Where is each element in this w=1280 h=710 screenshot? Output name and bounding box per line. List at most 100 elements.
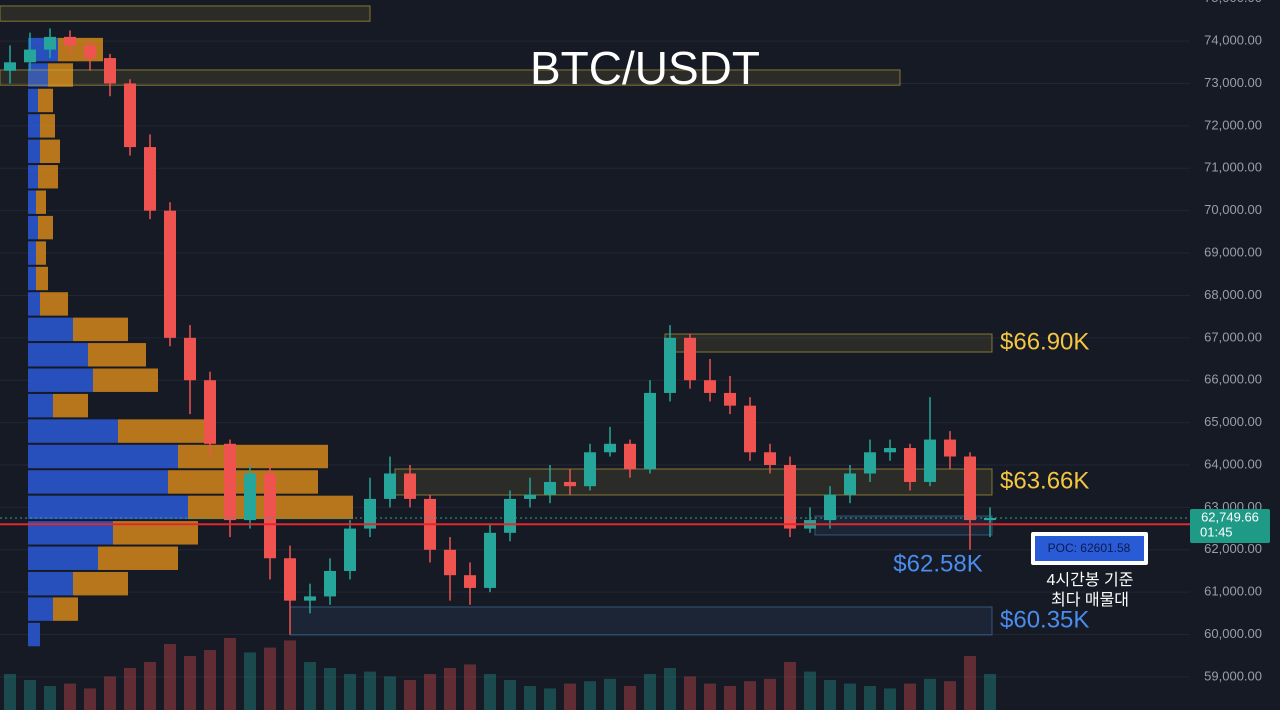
profile-buy [28,190,36,214]
candle-body [84,45,96,59]
candle-body [784,464,796,529]
volume-bar [384,676,396,710]
profile-buy [28,368,93,392]
candle-body [524,494,536,499]
candle-body [984,517,996,521]
profile-buy [28,495,188,520]
candle-body [944,439,956,457]
candle-body [904,448,916,482]
candle-body [884,448,896,453]
volume-bar [164,644,176,710]
volume-bar [924,678,936,710]
volume-bar [564,683,576,710]
profile-sell [93,368,158,392]
candle-body [324,570,336,597]
profile-sell [88,343,146,367]
y-tick-label: 62,000.00 [1204,541,1262,556]
y-tick-label: 68,000.00 [1204,287,1262,302]
candle-body [664,337,676,393]
profile-sell [36,241,46,265]
candle-body [824,494,836,521]
zone [0,69,901,86]
profile-buy [28,266,36,291]
volume-bar [944,681,956,710]
volume-bar [264,647,276,710]
volume-bar [584,681,596,710]
volume-bar [444,668,456,710]
volume-bar [224,638,236,710]
candle-body [144,147,156,211]
candle-body [684,337,696,381]
profile-buy [28,88,38,113]
candle-body [864,452,876,474]
zone-label: $66.90K [1000,328,1089,355]
volume-bar [884,688,896,710]
y-tick-label: 59,000.00 [1204,668,1262,683]
candle-body [364,498,376,529]
candle-body [724,392,736,406]
profile-sell [98,546,178,570]
profile-buy [28,215,38,240]
poc-box-inner [1035,536,1144,561]
y-tick-label: 71,000.00 [1204,160,1262,175]
poc-label: POC: 62601.58 [1048,541,1131,555]
profile-buy [28,571,73,596]
candle-body [464,575,476,588]
profile-sell [73,571,128,596]
profile-sell [113,521,198,545]
zone [0,5,371,22]
volume-bar [144,662,156,710]
volume-bar [304,662,316,710]
volume-bar [904,683,916,710]
y-tick-label: 65,000.00 [1204,414,1262,429]
volume-bar [324,668,336,710]
y-tick-label: 66,000.00 [1204,372,1262,387]
countdown: 01:45 [1200,524,1233,539]
y-tick-label: 72,000.00 [1204,117,1262,132]
profile-buy [28,343,88,367]
volume-bar [184,656,196,710]
volume-bar [644,674,656,710]
volume-bar [664,668,676,710]
candle-body [644,392,656,470]
candle-body [604,443,616,453]
y-tick-label: 64,000.00 [1204,456,1262,471]
profile-sell [40,292,68,316]
volume-bar [824,680,836,710]
candle-body [924,439,936,482]
candle-body [24,49,36,63]
profile-sell [73,317,128,342]
profile-buy [28,114,40,138]
profile-sell [38,215,53,240]
volume-bar [604,678,616,710]
volume-bar [64,683,76,710]
candle-body [744,405,756,453]
candle-body [844,473,856,495]
profile-buy [28,63,48,87]
profile-buy [28,444,178,469]
y-tick-label: 70,000.00 [1204,202,1262,217]
poc-note: 최다 매물대 [1051,591,1129,609]
zone [289,606,993,636]
y-tick-label: 73,000.00 [1204,75,1262,90]
zone [664,333,993,353]
profile-buy [28,317,73,342]
volume-bar [364,671,376,710]
candle-body [204,380,216,444]
volume-bar [804,671,816,710]
candle-body [4,62,16,71]
profile-sell [40,139,60,164]
volume-bar [464,664,476,710]
volume-bar [104,676,116,710]
price-tag [1190,508,1270,543]
volume-bar [964,656,976,710]
candle-body [504,498,516,533]
candle-body [764,452,776,465]
candle-body [104,58,116,84]
candle-body [964,456,976,521]
profile-sell [38,165,58,189]
volume-bar [24,680,36,710]
profile-sell [40,114,55,138]
zone [394,468,993,496]
candle-body [584,452,596,487]
